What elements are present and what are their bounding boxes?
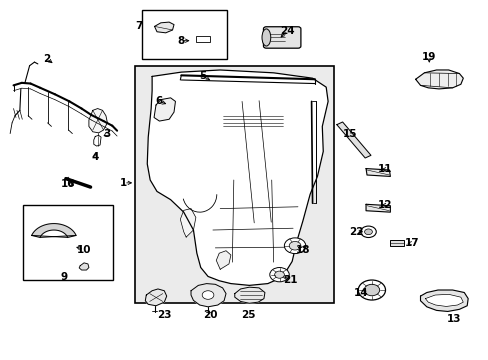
Polygon shape [366, 204, 389, 212]
Bar [142, 10, 227, 59]
Bar [196, 36, 210, 42]
Text: 17: 17 [404, 238, 419, 248]
Text: 15: 15 [343, 129, 357, 139]
Polygon shape [415, 70, 462, 89]
Polygon shape [425, 294, 462, 306]
Text: 2: 2 [43, 54, 50, 64]
Text: 22: 22 [348, 227, 363, 237]
Polygon shape [216, 251, 230, 269]
Text: 10: 10 [77, 245, 91, 255]
Polygon shape [154, 98, 175, 121]
Circle shape [274, 271, 284, 278]
Bar [389, 240, 403, 246]
Circle shape [364, 284, 379, 296]
Text: 14: 14 [353, 288, 368, 297]
Text: 3: 3 [103, 129, 111, 139]
Polygon shape [336, 122, 370, 158]
Text: 11: 11 [378, 164, 392, 174]
Text: 25: 25 [241, 310, 255, 320]
Text: 9: 9 [60, 272, 67, 282]
Circle shape [364, 229, 372, 235]
Text: 8: 8 [177, 36, 184, 46]
Polygon shape [89, 109, 107, 133]
Text: 19: 19 [421, 52, 436, 62]
Text: 6: 6 [156, 96, 163, 107]
Text: 1: 1 [120, 178, 127, 188]
Polygon shape [180, 208, 196, 237]
Circle shape [358, 280, 385, 300]
Polygon shape [366, 168, 389, 176]
Polygon shape [191, 284, 225, 307]
Polygon shape [420, 290, 467, 311]
Text: 21: 21 [283, 275, 297, 285]
Polygon shape [145, 289, 166, 306]
Text: 12: 12 [378, 200, 392, 210]
Text: 23: 23 [157, 310, 171, 320]
Text: 4: 4 [91, 152, 99, 162]
Polygon shape [79, 263, 89, 270]
Polygon shape [234, 287, 264, 303]
Text: 13: 13 [446, 314, 460, 324]
Circle shape [269, 267, 288, 282]
Polygon shape [147, 70, 327, 285]
Polygon shape [32, 224, 76, 237]
Circle shape [284, 238, 305, 253]
Bar [23, 205, 113, 280]
Bar [135, 66, 334, 303]
Text: 7: 7 [135, 21, 142, 31]
Ellipse shape [262, 29, 270, 46]
Circle shape [288, 242, 300, 250]
Text: 16: 16 [61, 179, 76, 189]
Polygon shape [94, 135, 101, 146]
Text: 24: 24 [280, 26, 294, 36]
Text: 20: 20 [203, 310, 217, 320]
Circle shape [202, 291, 213, 299]
Text: 18: 18 [295, 245, 309, 255]
Circle shape [360, 226, 375, 238]
FancyBboxPatch shape [263, 27, 300, 48]
Text: 5: 5 [199, 71, 206, 81]
Polygon shape [154, 22, 174, 33]
